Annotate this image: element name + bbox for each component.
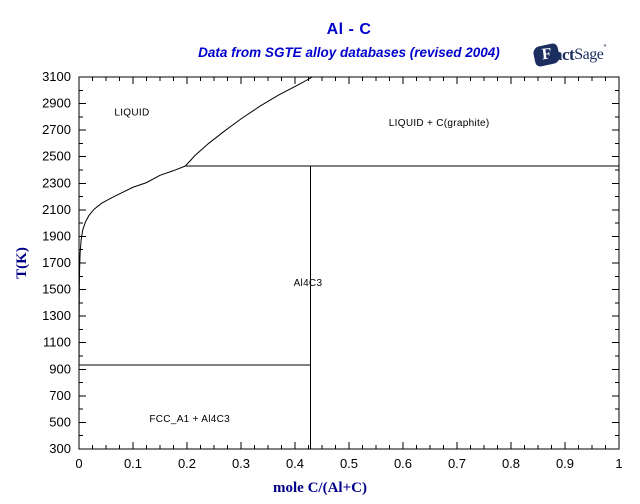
x-axis-title: mole C/(Al+C) — [273, 480, 367, 496]
x-tick-label: 1 — [615, 456, 622, 471]
y-tick-label: 2500 — [42, 149, 71, 164]
region-label: Al4C3 — [294, 278, 323, 289]
y-tick-label: 1900 — [42, 228, 71, 243]
y-tick-label: 300 — [49, 441, 71, 456]
axis-box — [78, 76, 620, 450]
x-tick-label: 0.3 — [232, 456, 250, 471]
region-label: LIQUID — [114, 108, 149, 119]
factsage-logo: F act Sage ” — [532, 42, 607, 68]
region-label: LIQUID + C(graphite) — [389, 118, 490, 129]
page-subtitle: Data from SGTE alloy databases (revised … — [198, 45, 500, 60]
x-tick-label: 0.5 — [340, 456, 358, 471]
y-tick-label: 700 — [49, 388, 71, 403]
page-title: Al - C — [326, 21, 372, 38]
phase-boundary-liquidus-graphite — [185, 76, 313, 167]
y-tick-label: 1500 — [42, 282, 71, 297]
y-tick-label: 3100 — [42, 69, 71, 84]
x-tick-label: 0.4 — [286, 456, 304, 471]
region-label: FCC_A1 + Al4C3 — [149, 414, 230, 425]
x-tick-label: 0.9 — [556, 456, 574, 471]
x-tick-label: 0.8 — [502, 456, 520, 471]
y-tick-label: 2900 — [42, 96, 71, 111]
y-tick-label: 1700 — [42, 255, 71, 270]
y-tick-label: 2100 — [42, 202, 71, 217]
x-tick-label: 0.1 — [124, 456, 142, 471]
x-tick-label: 0.2 — [178, 456, 196, 471]
y-tick-label: 2700 — [42, 122, 71, 137]
x-tick-label: 0 — [75, 456, 82, 471]
y-tick-label: 500 — [49, 414, 71, 429]
y-tick-label: 1100 — [43, 335, 71, 350]
x-tick-label: 0.7 — [448, 456, 466, 471]
phase-boundary-liquidus-al-rich — [78, 165, 186, 364]
y-tick-label: 2300 — [42, 175, 71, 190]
y-axis-title: T(K) — [14, 247, 30, 279]
factsage-logo-trademark: ” — [603, 43, 607, 53]
factsage-logo-sage: Sage — [574, 46, 604, 63]
x-tick-label: 0.6 — [394, 456, 412, 471]
y-tick-label: 900 — [49, 361, 71, 376]
y-tick-label: 1300 — [42, 308, 71, 323]
